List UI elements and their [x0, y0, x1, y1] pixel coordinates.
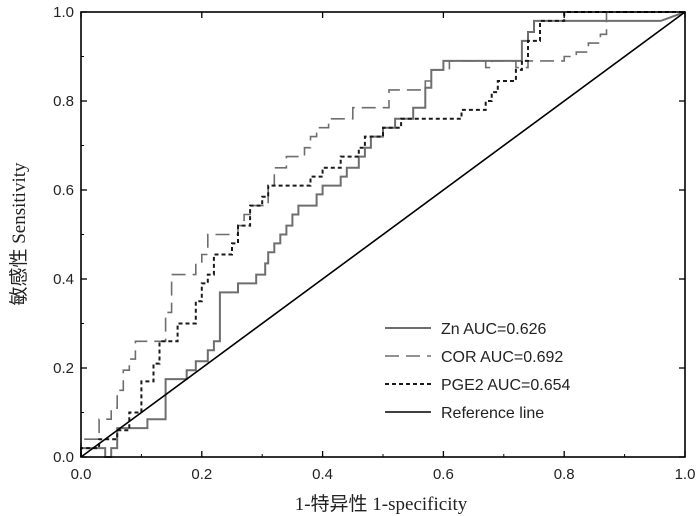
legend-label: Reference line	[441, 405, 544, 422]
x-axis-title: 1-特异性 1-specificity	[295, 493, 468, 515]
x-tick-label: 0.4	[312, 466, 333, 483]
y-axis-title: 敏感性 Sensitivity	[8, 162, 30, 306]
x-tick-label: 0.6	[433, 466, 454, 483]
legend-label: Zn AUC=0.626	[441, 321, 547, 338]
y-tick-label: 0.2	[53, 360, 74, 377]
y-tick-label: 0.6	[53, 182, 74, 199]
x-tick-label: 1.0	[675, 466, 696, 483]
plot-area	[80, 11, 686, 458]
y-tick-label: 0.0	[53, 449, 74, 466]
y-tick-label: 0.4	[53, 271, 74, 288]
y-tick-label: 0.8	[53, 93, 74, 110]
series-line-reference	[80, 11, 686, 458]
legend: Zn AUC=0.626 COR AUC=0.692 PGE2 AUC=0.654 R…	[385, 321, 571, 422]
series-line-zn	[80, 11, 686, 458]
legend-label: COR AUC=0.692	[441, 349, 563, 366]
x-tick-label: 0.2	[191, 466, 212, 483]
x-tick-label: 0.0	[71, 466, 92, 483]
series-line-cor	[80, 11, 685, 457]
axes: 0.0 0.2 0.4 0.6 0.8 1.0 0.0 0.2 0.4 0.6 0.8 1.0	[53, 4, 695, 483]
legend-label: PGE2 AUC=0.654	[441, 377, 571, 394]
y-tick-label: 1.0	[53, 4, 74, 21]
x-tick-label: 0.8	[554, 466, 575, 483]
